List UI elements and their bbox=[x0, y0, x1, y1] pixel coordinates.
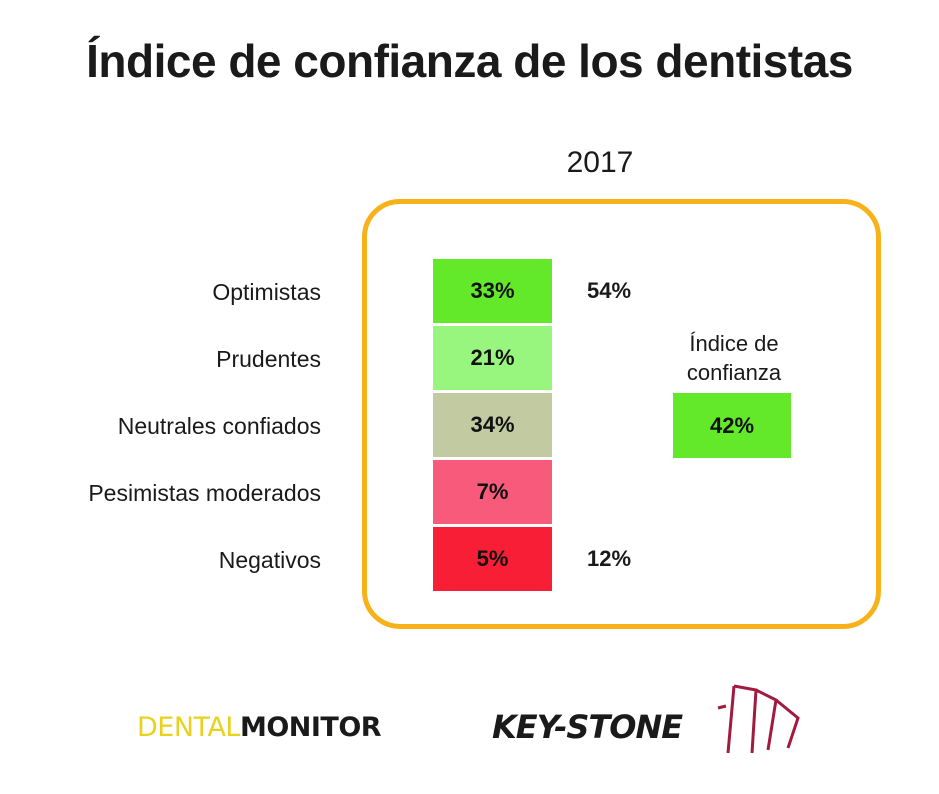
value-cell: 7% bbox=[433, 460, 552, 524]
keystone-mark-icon bbox=[717, 684, 800, 754]
index-value: 42% bbox=[673, 393, 791, 458]
value-cell: 33% bbox=[433, 259, 552, 323]
chart-title: Índice de confianza de los dentistas bbox=[86, 35, 853, 87]
index-label: Índice de confianza bbox=[686, 331, 782, 385]
row-label: Optimistas bbox=[212, 279, 321, 305]
logo-monitor-text: MONITOR bbox=[239, 712, 382, 743]
logo-dental-text: DENTAL bbox=[137, 712, 240, 743]
year-label: 2017 bbox=[566, 146, 634, 179]
value-cell: 5% bbox=[433, 527, 552, 591]
chart-frame bbox=[362, 199, 881, 629]
row-label: Prudentes bbox=[216, 346, 321, 372]
value-cell: 34% bbox=[433, 393, 552, 457]
group-value: 12% bbox=[587, 546, 632, 571]
value-cell: 21% bbox=[433, 326, 552, 390]
keystone-logo: KEY-STONE bbox=[492, 708, 683, 746]
row-label: Neutrales confiados bbox=[117, 413, 321, 439]
row-label: Negativos bbox=[218, 547, 321, 573]
group-value: 54% bbox=[587, 278, 632, 303]
dental-monitor-logo: DENTALMONITOR bbox=[137, 712, 382, 743]
row-label: Pesimistas moderados bbox=[88, 480, 321, 506]
